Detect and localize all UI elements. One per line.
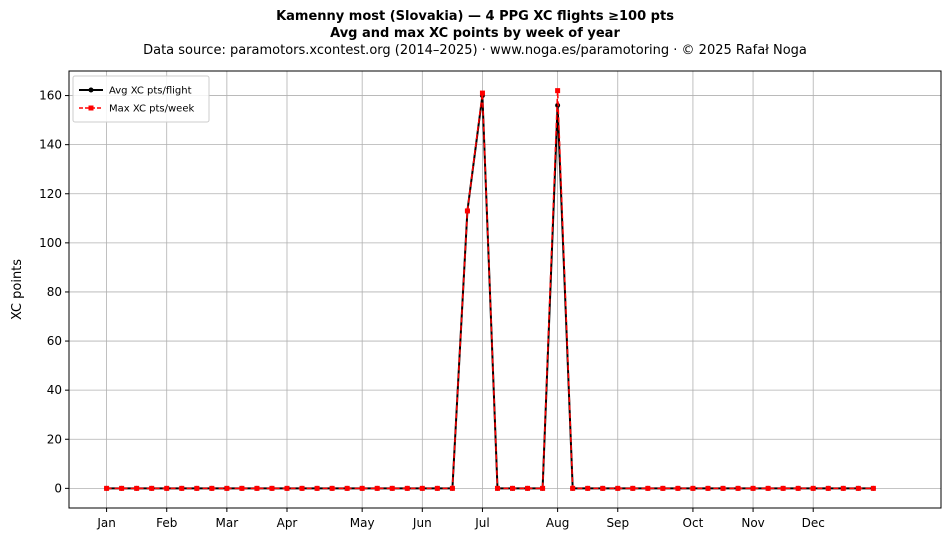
x-tick-label-oct: Oct — [683, 516, 704, 530]
point-s1-w45 — [765, 485, 771, 491]
series-layer — [104, 88, 876, 491]
x-tick-label-apr: Apr — [277, 516, 298, 530]
point-s1-w36 — [630, 485, 636, 491]
x-tick-label-mar: Mar — [216, 516, 239, 530]
point-s1-w5 — [164, 485, 170, 491]
point-s1-w50 — [840, 485, 846, 491]
point-s1-w16 — [329, 485, 335, 491]
point-s1-w23 — [434, 485, 440, 491]
point-s1-w11 — [254, 485, 260, 491]
x-tick-label-dec: Dec — [802, 516, 825, 530]
point-s1-w46 — [780, 485, 786, 491]
point-s1-w43 — [735, 485, 741, 491]
grid-layer — [69, 71, 941, 508]
point-s1-w4 — [149, 485, 155, 491]
point-s1-w1 — [104, 485, 110, 491]
x-tick-label-may: May — [350, 516, 375, 530]
point-s1-w18 — [359, 485, 365, 491]
point-s1-w51 — [855, 485, 861, 491]
x-tick-label-aug: Aug — [546, 516, 569, 530]
point-s1-w14 — [299, 485, 305, 491]
y-tick-label-60: 60 — [47, 334, 62, 348]
ticks-layer: Jan Feb Mar Apr May Jun Jul Aug Sep Oct Nov Dec 0 20 4… — [39, 89, 825, 530]
point-s1-w15 — [314, 485, 320, 491]
x-tick-label-feb: Feb — [156, 516, 177, 530]
y-tick-label-100: 100 — [39, 236, 62, 250]
series-line-1 — [106, 89, 874, 490]
point-s1-w26 — [479, 90, 485, 96]
point-s1-w9 — [224, 485, 230, 491]
point-s1-w33 — [585, 485, 591, 491]
point-s1-w40 — [690, 485, 696, 491]
y-tick-label-40: 40 — [47, 383, 62, 397]
legend-label-max: Max XC pts/week — [109, 104, 194, 115]
x-tick-label-nov: Nov — [741, 516, 764, 530]
axes-frame — [68, 70, 942, 509]
y-tick-label-20: 20 — [47, 432, 62, 446]
point-s1-w29 — [525, 485, 531, 491]
point-s1-w6 — [179, 485, 185, 491]
point-s1-w49 — [825, 485, 831, 491]
x-tick-label-sep: Sep — [606, 516, 629, 530]
point-s1-w17 — [344, 485, 350, 491]
point-s1-w48 — [810, 485, 816, 491]
point-s1-w10 — [239, 485, 245, 491]
y-tick-label-80: 80 — [47, 285, 62, 299]
legend-marker-max — [88, 105, 94, 111]
point-s1-w37 — [645, 485, 651, 491]
point-s1-w19 — [374, 485, 380, 491]
legend-label-avg: Avg XC pts/flight — [109, 86, 192, 97]
point-s1-w25 — [464, 208, 470, 214]
point-s1-w41 — [705, 485, 711, 491]
point-s1-w24 — [449, 485, 455, 491]
y-tick-label-140: 140 — [39, 138, 62, 152]
point-s1-w3 — [134, 485, 140, 491]
point-s1-w8 — [209, 485, 215, 491]
series-1 — [104, 88, 876, 491]
legend-marker-avg — [88, 87, 94, 93]
y-tick-label-160: 160 — [39, 89, 62, 103]
y-tick-label-0: 0 — [54, 481, 62, 495]
x-tick-label-jul: Jul — [474, 516, 489, 530]
point-s1-w32 — [570, 485, 576, 491]
point-s1-w42 — [720, 485, 726, 491]
point-s1-w12 — [269, 485, 275, 491]
point-s1-w30 — [540, 485, 546, 491]
point-s1-w38 — [660, 485, 666, 491]
point-s1-w47 — [795, 485, 801, 491]
point-s1-w44 — [750, 485, 756, 491]
legend: Avg XC pts/flight Max XC pts/week — [72, 75, 210, 123]
point-s1-w20 — [389, 485, 395, 491]
x-tick-label-jan: Jan — [96, 516, 116, 530]
chart-title-line-2: Avg and max XC points by week of year — [330, 26, 620, 41]
chart-subtitle: Data source: paramotors.xcontest.org (20… — [143, 43, 807, 58]
point-s1-w2 — [119, 485, 125, 491]
title-block: Kamenny most (Slovakia) — 4 PPG XC fligh… — [0, 8, 950, 59]
point-s1-w52 — [870, 485, 876, 491]
point-s1-w7 — [194, 485, 200, 491]
point-s1-w21 — [404, 485, 410, 491]
point-s1-w31 — [555, 88, 561, 94]
point-s1-w39 — [675, 485, 681, 491]
point-s1-w28 — [510, 485, 516, 491]
point-s1-w13 — [284, 485, 290, 491]
point-s1-w27 — [494, 485, 500, 491]
chart-title-line-1: Kamenny most (Slovakia) — 4 PPG XC fligh… — [276, 9, 674, 24]
y-tick-label-120: 120 — [39, 187, 62, 201]
x-tick-label-jun: Jun — [412, 516, 432, 530]
point-s1-w22 — [419, 485, 425, 491]
point-s1-w34 — [600, 485, 606, 491]
y-axis-label: XC points — [10, 259, 25, 320]
point-s1-w35 — [615, 485, 621, 491]
legend-box — [72, 75, 210, 123]
